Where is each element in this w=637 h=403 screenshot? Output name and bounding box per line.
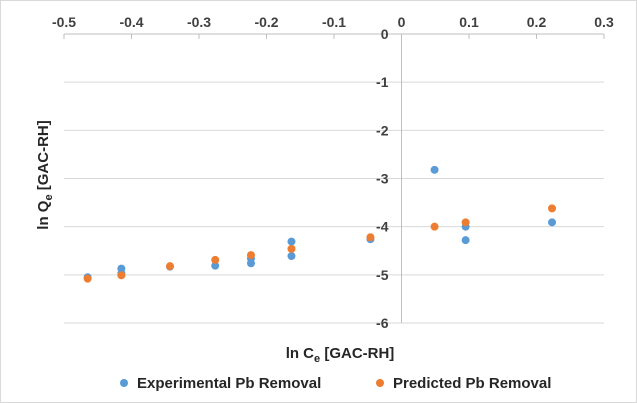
y-tick-label-6: -6 [376, 315, 389, 331]
legend-marker-experimental [120, 379, 128, 387]
legend-marker-predicted [376, 379, 384, 387]
x-tick-label-6: 0.1 [459, 14, 479, 30]
point-series-0-8 [287, 252, 296, 261]
point-series-1-9 [548, 204, 557, 213]
axes [63, 33, 605, 323]
x-tick-label-1: -0.4 [119, 14, 143, 30]
y-tick-label-3: -3 [376, 171, 389, 187]
point-series-1-0 [83, 274, 92, 283]
legend-label-predicted: Predicted Pb Removal [393, 375, 551, 392]
point-series-1-5 [287, 244, 296, 253]
x-tick-labels: -0.5 -0.4 -0.3 -0.2 -0.1 0 0.1 0.2 0.3 [52, 14, 614, 30]
point-series-0-4 [211, 261, 220, 270]
data-points [83, 165, 557, 283]
x-tick-label-5: 0 [398, 14, 406, 30]
x-tick-label-7: 0.2 [527, 14, 547, 30]
point-series-1-7 [430, 222, 439, 231]
point-series-1-3 [211, 255, 220, 264]
point-series-1-4 [246, 251, 255, 260]
gridlines [64, 81, 604, 324]
x-tick-label-2: -0.3 [187, 14, 211, 30]
y-tick-label-1: -1 [376, 74, 389, 90]
y-tick-label-0: 0 [381, 26, 389, 42]
series-0 [83, 165, 557, 282]
legend-entry-experimental: Experimental Pb Removal [120, 375, 321, 392]
x-tick-label-0: -0.5 [52, 14, 76, 30]
legend-label-experimental: Experimental Pb Removal [137, 375, 321, 392]
y-tick-label-2: -2 [376, 122, 389, 138]
x-tick-label-8: 0.3 [594, 14, 614, 30]
point-series-0-12 [461, 236, 470, 245]
x-tick-label-3: -0.2 [254, 14, 278, 30]
y-tick-labels: 0 -1 -2 -3 -4 -5 -6 [376, 26, 389, 331]
series-1 [83, 204, 557, 283]
y-tick-label-5: -5 [376, 267, 389, 283]
point-series-1-8 [461, 218, 470, 227]
x-tick-label-4: -0.1 [322, 14, 346, 30]
point-series-1-1 [117, 271, 126, 280]
legend: Experimental Pb Removal Predicted Pb Rem… [120, 375, 551, 392]
point-series-0-13 [548, 218, 557, 227]
point-series-0-7 [287, 237, 296, 246]
legend-entry-predicted: Predicted Pb Removal [376, 375, 551, 392]
point-series-1-6 [366, 233, 375, 242]
x-axis-title: ln Ce [GAC-RH] [286, 345, 395, 365]
y-tick-label-4: -4 [376, 219, 389, 235]
y-axis-title: ln Qe [GAC-RH] [35, 120, 55, 229]
point-series-0-10 [430, 165, 439, 174]
point-series-1-2 [165, 262, 174, 271]
